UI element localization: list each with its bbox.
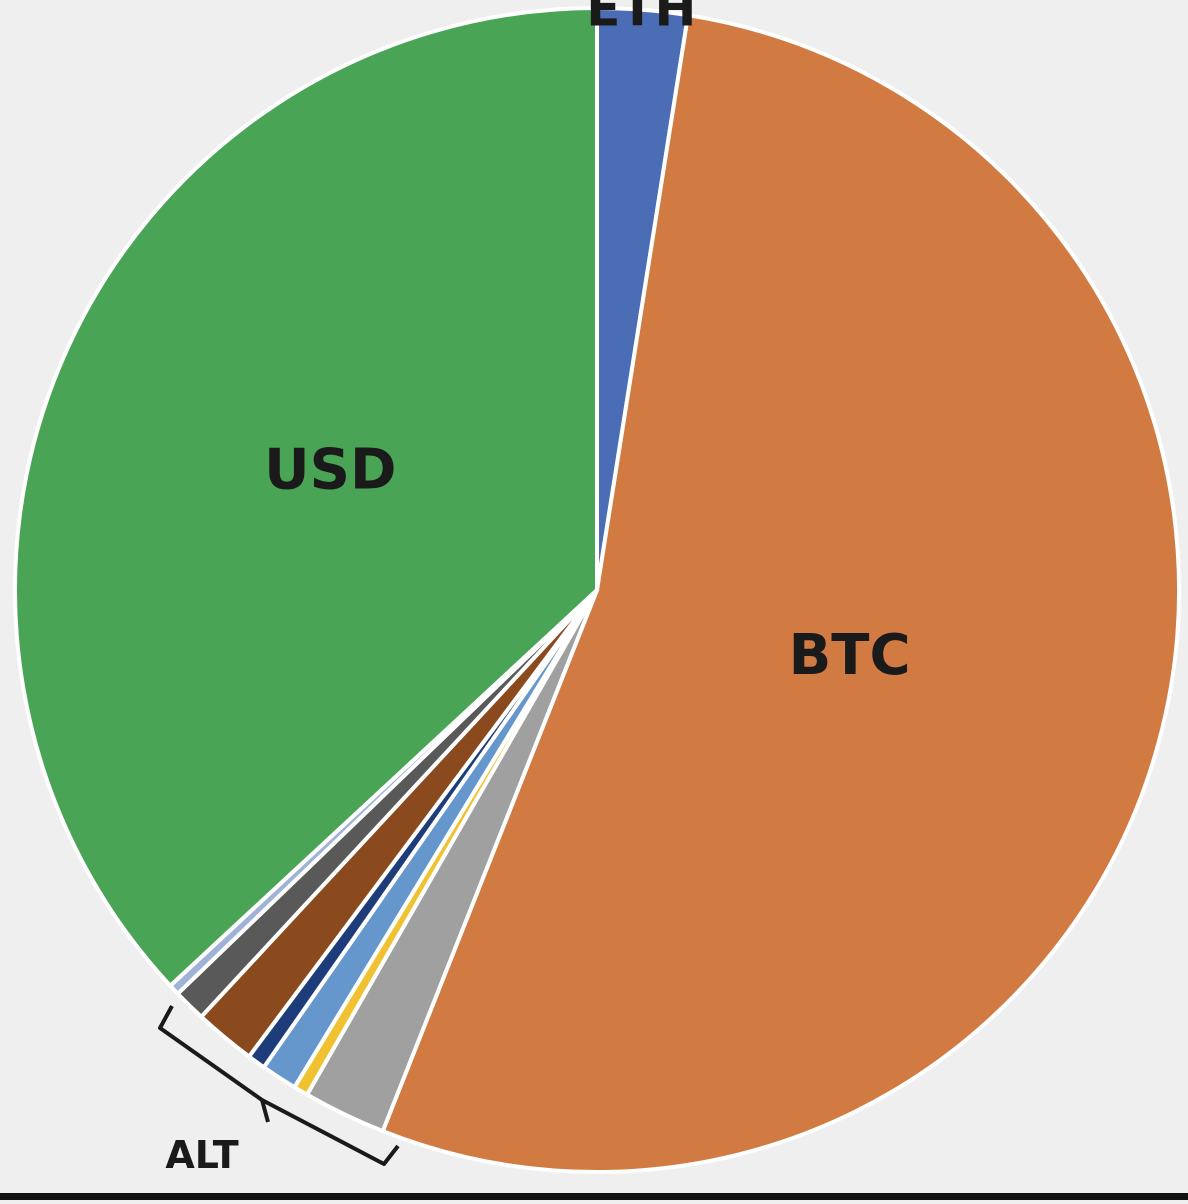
labels-layer: ETH BTC USD [264, 0, 910, 688]
slice-label-btc: BTC [789, 623, 911, 688]
slice-label-eth: ETH [586, 0, 696, 38]
bottom-border [0, 1193, 1188, 1200]
slice-label-usd: USD [264, 438, 396, 503]
alt-group-label: ALT [165, 1133, 238, 1177]
slices-layer [13, 6, 1181, 1174]
pie-slice-btc [380, 13, 1181, 1174]
pie-slice-usd [13, 6, 599, 988]
alt-group-bracket [158, 1005, 400, 1166]
